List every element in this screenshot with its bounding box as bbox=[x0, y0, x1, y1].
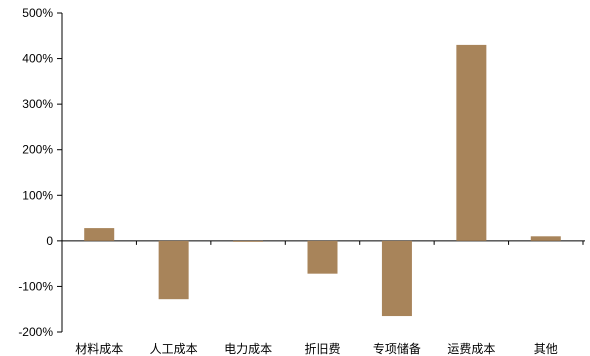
x-category-label: 折旧费 bbox=[304, 341, 340, 356]
y-tick-label: 400% bbox=[22, 52, 53, 66]
y-tick-label: 200% bbox=[22, 143, 53, 157]
y-tick-label: 100% bbox=[22, 188, 53, 202]
y-tick-label: -200% bbox=[18, 325, 53, 339]
bar bbox=[158, 240, 189, 300]
x-category-label: 运费成本 bbox=[447, 342, 495, 356]
bars bbox=[84, 44, 561, 317]
bar bbox=[456, 44, 487, 241]
bar bbox=[84, 228, 115, 241]
y-tick-label: 0 bbox=[46, 234, 53, 248]
x-category-label: 人工成本 bbox=[150, 342, 198, 356]
bar bbox=[233, 240, 264, 242]
y-tick-label: -100% bbox=[18, 279, 53, 293]
y-tick-label: 300% bbox=[22, 97, 53, 111]
bar bbox=[307, 240, 338, 274]
bar bbox=[381, 240, 412, 317]
x-axis: 材料成本 人工成本 电力成本 折旧费 专项储备 运费成本 其他 bbox=[61, 240, 585, 356]
x-category-label: 其他 bbox=[534, 342, 558, 356]
x-category-label: 电力成本 bbox=[224, 342, 272, 356]
bar bbox=[530, 236, 561, 241]
x-category-label: 专项储备 bbox=[373, 341, 421, 356]
x-category-label: 材料成本 bbox=[75, 342, 123, 356]
y-axis: 500% 400% 300% 200% 100% 0 -100% -200% bbox=[18, 6, 63, 339]
y-tick-label: 500% bbox=[22, 6, 53, 20]
